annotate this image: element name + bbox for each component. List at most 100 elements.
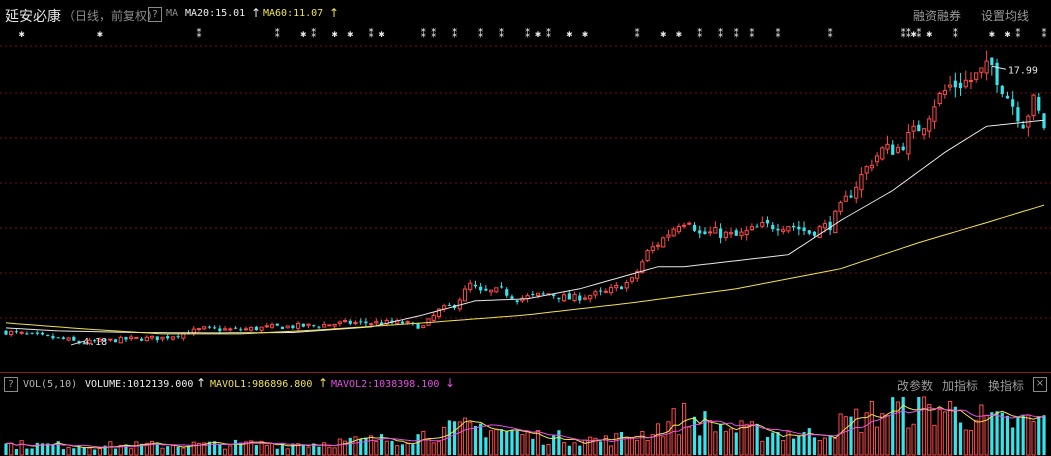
volume-bar-down (411, 444, 415, 455)
volume-bar-up (582, 439, 588, 456)
volume-help-button[interactable]: ? (4, 377, 18, 392)
volume-bar-down (505, 430, 509, 455)
margin-trading-button[interactable]: 融资融券 (913, 9, 962, 23)
volume-bar-down (452, 421, 457, 455)
candle-body-up (593, 291, 598, 296)
candle-body-up (108, 338, 113, 341)
candle-body-up (968, 79, 974, 82)
candle-body-up (786, 226, 791, 232)
event-marker-icon: ✱ (1004, 29, 1010, 40)
candle-body-down (1000, 85, 1004, 95)
candle-body-down (124, 337, 128, 340)
volume-bar-up (269, 443, 275, 456)
event-marker-icon: ⁑ (452, 28, 457, 40)
volume-bar-up (494, 428, 499, 456)
candle-body-up (948, 84, 953, 88)
volume-bar-down (416, 434, 420, 455)
event-marker-icon: ⁑ (916, 28, 921, 40)
volume-bar-up (760, 440, 765, 456)
volume-chart[interactable] (0, 395, 1051, 456)
candle-body-down (166, 336, 170, 339)
volume-bar-down (807, 428, 811, 455)
volume-bar-down (515, 430, 519, 455)
volume-bar-up (129, 448, 134, 456)
help-button[interactable]: ? (148, 7, 162, 22)
event-marker-icon: ✱ (19, 29, 25, 40)
ma-label: MA (166, 8, 179, 19)
candle-body-up (728, 232, 734, 235)
volume-bar-up (19, 440, 24, 456)
volume-bar-down (400, 444, 405, 455)
volume-bar-up (728, 428, 734, 456)
candle-body-up (833, 210, 838, 234)
volume-bar-up (885, 415, 890, 456)
ma-settings-button[interactable]: 设置均线 (981, 9, 1030, 23)
candle-body-up (144, 336, 149, 342)
volume-bar-up (843, 416, 848, 456)
volume-bar-down (291, 443, 295, 455)
volume-bar-up (108, 441, 113, 456)
candle-body-up (332, 324, 337, 327)
candle-body-up (468, 282, 473, 290)
candle-body-up (645, 250, 650, 262)
candle-body-up (723, 231, 728, 239)
swap-indicator-button[interactable]: 换指标 (988, 379, 1025, 393)
event-marker-icon: ⁑ (196, 28, 201, 40)
candle-body-down (291, 325, 295, 329)
volume-bar-down (301, 444, 305, 455)
volume-bar-up (462, 417, 468, 456)
volume-bar-up (243, 441, 249, 456)
volume-bar-up (666, 421, 671, 456)
candle-body-up (760, 221, 765, 227)
volume-arrow-icon: ↑ (196, 376, 207, 390)
candle-body-down (400, 321, 405, 324)
candle-body-up (296, 322, 301, 329)
candle-body-down (692, 224, 697, 231)
candle-body-up (603, 290, 608, 293)
candle-body-up (353, 321, 358, 324)
volume-bar-up (603, 435, 608, 456)
event-marker-icon: ⁑ (901, 28, 906, 40)
candle-body-up (974, 72, 979, 80)
event-marker-icon: ⁑ (718, 28, 723, 40)
candle-body-down (515, 300, 519, 302)
event-marker-icon: ⁑ (635, 28, 640, 40)
volume-bar-up (681, 402, 687, 456)
volume-bar-up (426, 439, 431, 456)
volume-bar-up (337, 438, 342, 456)
volume-bar-down (812, 437, 817, 455)
volume-bar-up (781, 439, 786, 456)
candle-body-up (264, 325, 269, 328)
candle-body-down (30, 332, 34, 334)
candle-body-up (838, 202, 843, 212)
edit-params-button[interactable]: 改参数 (897, 379, 934, 393)
volume-bar-down (1000, 412, 1004, 455)
volume-bar-up (191, 441, 196, 456)
volume-bar-down (35, 442, 39, 455)
volume-bar-up (395, 445, 400, 456)
candle-body-down (1011, 99, 1015, 107)
volume-bar-up (640, 431, 645, 456)
volume-bar-up (431, 442, 436, 456)
candle-body-down (317, 326, 321, 328)
volume-bar-up (869, 401, 874, 456)
candle-body-down (213, 327, 217, 329)
candle-body-up (921, 128, 927, 136)
candle-body-up (421, 325, 426, 329)
add-indicator-button[interactable]: 加指标 (942, 379, 979, 393)
candle-body-up (859, 174, 864, 191)
candle-body-up (817, 226, 822, 238)
volume-bar-up (911, 423, 916, 456)
close-panel-button[interactable]: × (1033, 377, 1047, 392)
candle-body-down (734, 230, 738, 236)
volume-bar-up (264, 444, 269, 456)
candle-body-down (364, 321, 368, 324)
price-chart[interactable]: ✱ ✱ ⁑ ⁑ ✱ ⁑ ✱ ✱ ⁑ ✱ ⁑ ⁑ ⁑ ⁑ ⁑ ⁑ ✱ ⁑ ✱ ✱ ⁑ ✱ ✱ ⁑ ⁑ ⁑ ⁑ ⁑ ⁑ ⁑ ⁑ ✱ ⁑ ✱ ⁑ ✱ ✱ ⁑ ⁑1… (0, 28, 1051, 372)
volume-bar-down (233, 439, 238, 455)
event-marker-icon: ✱ (300, 29, 306, 40)
candle-body-up (624, 282, 629, 289)
event-marker-icon: ⁑ (311, 28, 316, 40)
mavol1-line (5, 404, 1045, 449)
candle-body-up (1031, 94, 1036, 117)
volume-bar-down (698, 435, 702, 455)
